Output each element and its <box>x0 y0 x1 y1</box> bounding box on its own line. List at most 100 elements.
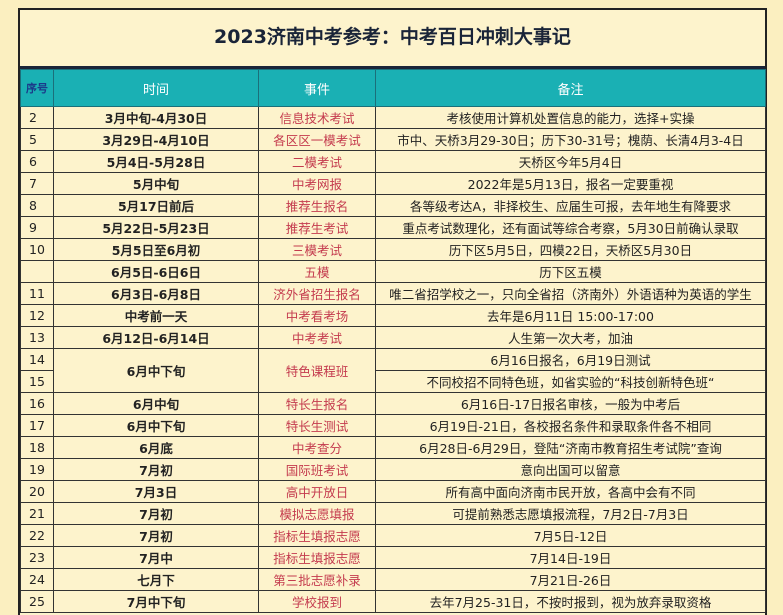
row-time: 6月中旬 <box>53 392 259 415</box>
row-time: 中考前一天 <box>53 304 259 327</box>
row-note: 天桥区今年5月4日 <box>375 150 766 173</box>
table-row: 24 七月下 第三批志愿补录 7月21日-26日 <box>20 568 766 591</box>
row-event: 推荐生报名 <box>258 194 376 217</box>
table-row: 16 6月中旬 特长生报名 6月16日-17日报名审核，一般为中考后 <box>20 392 766 415</box>
row-note: 人生第一次大考，加油 <box>375 326 766 349</box>
row-event: 三模考试 <box>258 238 376 261</box>
row-time: 7月初 <box>53 502 259 525</box>
row-note: 7月5日-12日 <box>375 524 766 547</box>
row-note: 意向出国可以留意 <box>375 458 766 481</box>
table-row: 19 7月初 国际班考试 意向出国可以留意 <box>20 458 766 481</box>
row-time: 7月中下旬 <box>53 590 259 613</box>
table-row: 18 6月底 中考查分 6月28日-6月29日，登陆“济南市教育招生考试院”查询 <box>20 436 766 459</box>
row-note: 去年7月25-31日，不按时报到，视为放弃录取资格 <box>375 590 766 613</box>
row-time: 6月底 <box>53 436 259 459</box>
row-note: 去年是6月11日 15:00-17:00 <box>375 304 766 327</box>
row-event: 五模 <box>258 260 376 283</box>
row-time: 6月12日-6月14日 <box>53 326 259 349</box>
table-row: 2 3月中旬-4月30日 信息技术考试 考核使用计算机处置信息的能力，选择+实操 <box>20 106 766 129</box>
row-no <box>20 260 54 283</box>
schedule-sheet: 2023济南中考参考：中考百日冲刺大事记 序号 时间 事件 备注 2 3月中旬-4… <box>18 8 767 615</box>
table-row: 10 5月5日至6月初 三模考试 历下区5月5日，四模22日，天桥区5月30日 <box>20 238 766 261</box>
row-event: 特色课程班 <box>258 348 376 393</box>
row-note: 历下区5月5日，四模22日，天桥区5月30日 <box>375 238 766 261</box>
row-time: 6月中下旬 <box>53 348 259 393</box>
row-no: 16 <box>20 392 54 415</box>
row-no: 22 <box>20 524 54 547</box>
row-time: 7月初 <box>53 458 259 481</box>
row-note: 6月28日-6月29日，登陆“济南市教育招生考试院”查询 <box>375 436 766 459</box>
row-note: 可提前熟悉志愿填报流程，7月2日-7月3日 <box>375 502 766 525</box>
header-time: 时间 <box>53 69 259 107</box>
table-row: 11 6月3日-6月8日 济外省招生报名 唯二省招学校之一，只向全省招（济南外）外语语… <box>20 282 766 305</box>
row-no: 23 <box>20 546 54 569</box>
row-event: 推荐生考试 <box>258 216 376 239</box>
table-row: 9 5月22日-5月23日 推荐生考试 重点考试数理化，还有面试等综合考察，5月30日… <box>20 216 766 239</box>
row-note: 各等级考达A，非择校生、应届生可报，去年地生有降要求 <box>375 194 766 217</box>
table-row: 6月5日-6日6日 五模 历下区五模 <box>20 260 766 283</box>
row-event: 二模考试 <box>258 150 376 173</box>
table-row: 14 6月中下旬 特色课程班 6月16日报名，6月19日测试 <box>20 348 766 393</box>
table-row: 22 7月初 指标生填报志愿 7月5日-12日 <box>20 524 766 547</box>
row-event: 各区区一模考试 <box>258 128 376 151</box>
row-time: 5月5日至6月初 <box>53 238 259 261</box>
row-time: 6月5日-6日6日 <box>53 260 259 283</box>
row-event: 特长生报名 <box>258 392 376 415</box>
table-row: 21 7月初 模拟志愿填报 可提前熟悉志愿填报流程，7月2日-7月3日 <box>20 502 766 525</box>
row-time: 7月初 <box>53 524 259 547</box>
row-note: 不同校招不同特色班，如省实验的“科技创新特色班“ <box>375 370 766 393</box>
row-time: 5月中旬 <box>53 172 259 195</box>
row-no: 24 <box>20 568 54 591</box>
row-event: 中考考试 <box>258 326 376 349</box>
row-event: 指标生填报志愿 <box>258 524 376 547</box>
table-row: 23 7月中 指标生填报志愿 7月14日-19日 <box>20 546 766 569</box>
row-event: 济外省招生报名 <box>258 282 376 305</box>
row-event: 信息技术考试 <box>258 106 376 129</box>
row-no: 25 <box>20 590 54 613</box>
row-note: 2022年是5月13日，报名一定要重视 <box>375 172 766 195</box>
table-row: 7 5月中旬 中考网报 2022年是5月13日，报名一定要重视 <box>20 172 766 195</box>
row-time: 七月下 <box>53 568 259 591</box>
table-row: 8 5月17日前后 推荐生报名 各等级考达A，非择校生、应届生可报，去年地生有降要求 <box>20 194 766 217</box>
row-note: 唯二省招学校之一，只向全省招（济南外）外语语种为英语的学生 <box>375 282 766 305</box>
row-note: 6月16日报名，6月19日测试 <box>375 348 766 371</box>
row-event: 中考网报 <box>258 172 376 195</box>
header-no: 序号 <box>20 69 54 107</box>
row-no: 19 <box>20 458 54 481</box>
row-note: 6月19日-21日，各校报名条件和录取条件各不相同 <box>375 414 766 437</box>
table-row: 25 7月中下旬 学校报到 去年7月25-31日，不按时报到，视为放弃录取资格 <box>20 590 766 613</box>
row-no: 20 <box>20 480 54 503</box>
table-row: 20 7月3日 高中开放日 所有高中面向济南市民开放，各高中会有不同 <box>20 480 766 503</box>
row-event: 中考查分 <box>258 436 376 459</box>
row-no: 13 <box>20 326 54 349</box>
schedule-table: 序号 时间 事件 备注 2 3月中旬-4月30日 信息技术考试 考核使用计算机处置信息… <box>20 69 766 613</box>
row-time: 7月3日 <box>53 480 259 503</box>
header-note: 备注 <box>375 69 766 107</box>
row-note: 历下区五模 <box>375 260 766 283</box>
row-note: 重点考试数理化，还有面试等综合考察，5月30日前确认录取 <box>375 216 766 239</box>
row-time: 5月4日-5月28日 <box>53 150 259 173</box>
row-time: 3月29日-4月10日 <box>53 128 259 151</box>
row-time: 3月中旬-4月30日 <box>53 106 259 129</box>
row-no: 7 <box>20 172 54 195</box>
row-no: 12 <box>20 304 54 327</box>
row-time: 6月中下旬 <box>53 414 259 437</box>
row-note: 6月16日-17日报名审核，一般为中考后 <box>375 392 766 415</box>
row-time: 5月22日-5月23日 <box>53 216 259 239</box>
row-note: 7月21日-26日 <box>375 568 766 591</box>
row-note: 市中、天桥3月29-30日；历下30-31号；槐荫、长清4月3-4日 <box>375 128 766 151</box>
row-no: 14 <box>20 348 54 371</box>
row-no: 5 <box>20 128 54 151</box>
row-time: 7月中 <box>53 546 259 569</box>
table-header-row: 序号 时间 事件 备注 <box>20 69 766 107</box>
header-event: 事件 <box>258 69 376 107</box>
table-row: 12 中考前一天 中考看考场 去年是6月11日 15:00-17:00 <box>20 304 766 327</box>
row-no: 9 <box>20 216 54 239</box>
row-event: 学校报到 <box>258 590 376 613</box>
row-no: 11 <box>20 282 54 305</box>
row-event: 高中开放日 <box>258 480 376 503</box>
row-no: 8 <box>20 194 54 217</box>
row-note: 考核使用计算机处置信息的能力，选择+实操 <box>375 106 766 129</box>
row-no: 2 <box>20 106 54 129</box>
row-no: 18 <box>20 436 54 459</box>
